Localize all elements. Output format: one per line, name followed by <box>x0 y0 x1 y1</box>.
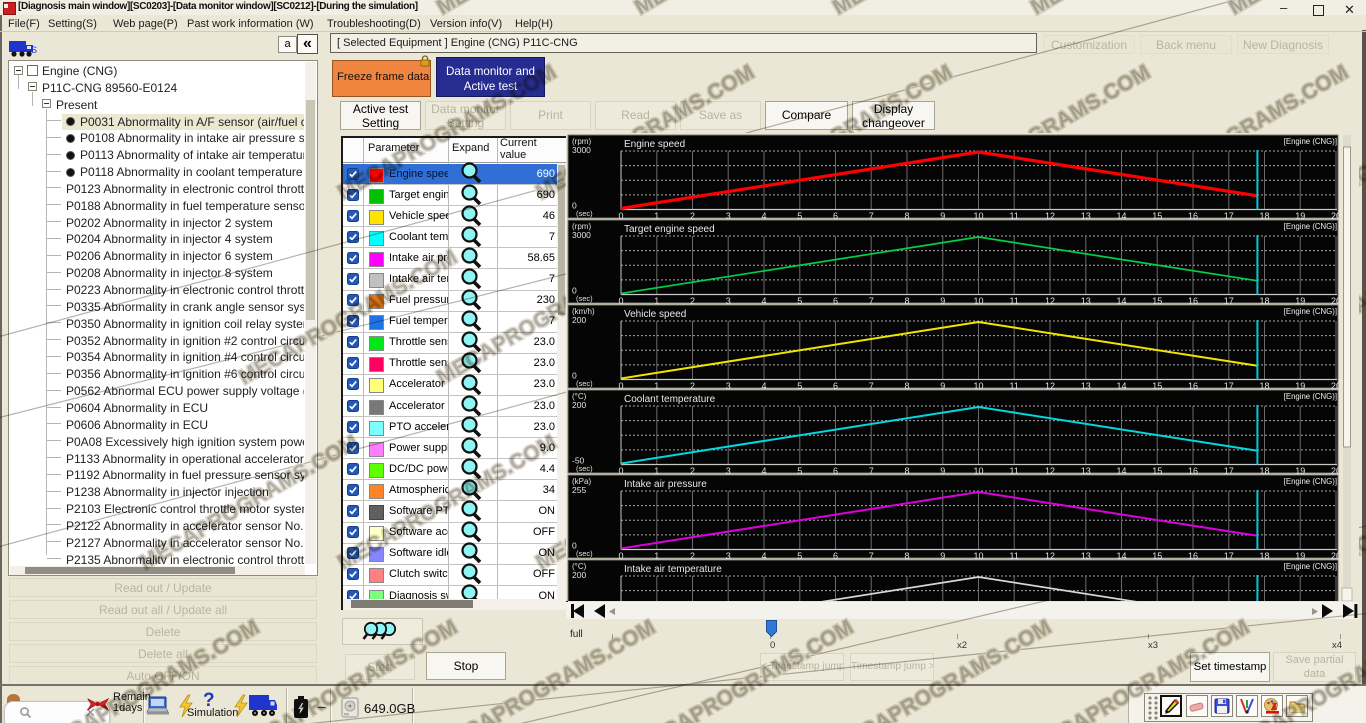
svg-text:[Engine (CNG)]: [Engine (CNG)] <box>1284 222 1337 231</box>
svg-text:Engine speed: Engine speed <box>624 139 685 150</box>
svg-text:Vehicle speed: Vehicle speed <box>624 309 686 320</box>
svg-text:Intake air pressure: Intake air pressure <box>624 479 707 490</box>
svg-text:Z: Z <box>1270 702 1277 713</box>
svg-text:Intake air temperature: Intake air temperature <box>624 564 722 575</box>
svg-text:[Engine (CNG)]: [Engine (CNG)] <box>1284 307 1337 316</box>
svg-text:(sec): (sec) <box>576 209 593 218</box>
svg-text:(sec): (sec) <box>576 294 593 303</box>
svg-text:[Engine (CNG)]: [Engine (CNG)] <box>1284 392 1337 401</box>
svg-text:[Engine (CNG)]: [Engine (CNG)] <box>1284 562 1337 571</box>
svg-text:[Engine (CNG)]: [Engine (CNG)] <box>1284 137 1337 146</box>
svg-text:Target engine speed: Target engine speed <box>624 224 715 235</box>
svg-text:200: 200 <box>572 315 586 325</box>
svg-text:3000: 3000 <box>572 145 591 155</box>
svg-text:200: 200 <box>572 570 586 580</box>
svg-text:200: 200 <box>572 400 586 410</box>
svg-text:(sec): (sec) <box>576 549 593 558</box>
svg-text:3000: 3000 <box>572 230 591 240</box>
svg-text:(sec): (sec) <box>576 379 593 388</box>
svg-text:(sec): (sec) <box>576 464 593 473</box>
svg-text:255: 255 <box>572 485 586 495</box>
svg-text:Coolant temperature: Coolant temperature <box>624 394 716 405</box>
svg-text:[Engine (CNG)]: [Engine (CNG)] <box>1284 477 1337 486</box>
svg-text:S: S <box>31 45 37 55</box>
